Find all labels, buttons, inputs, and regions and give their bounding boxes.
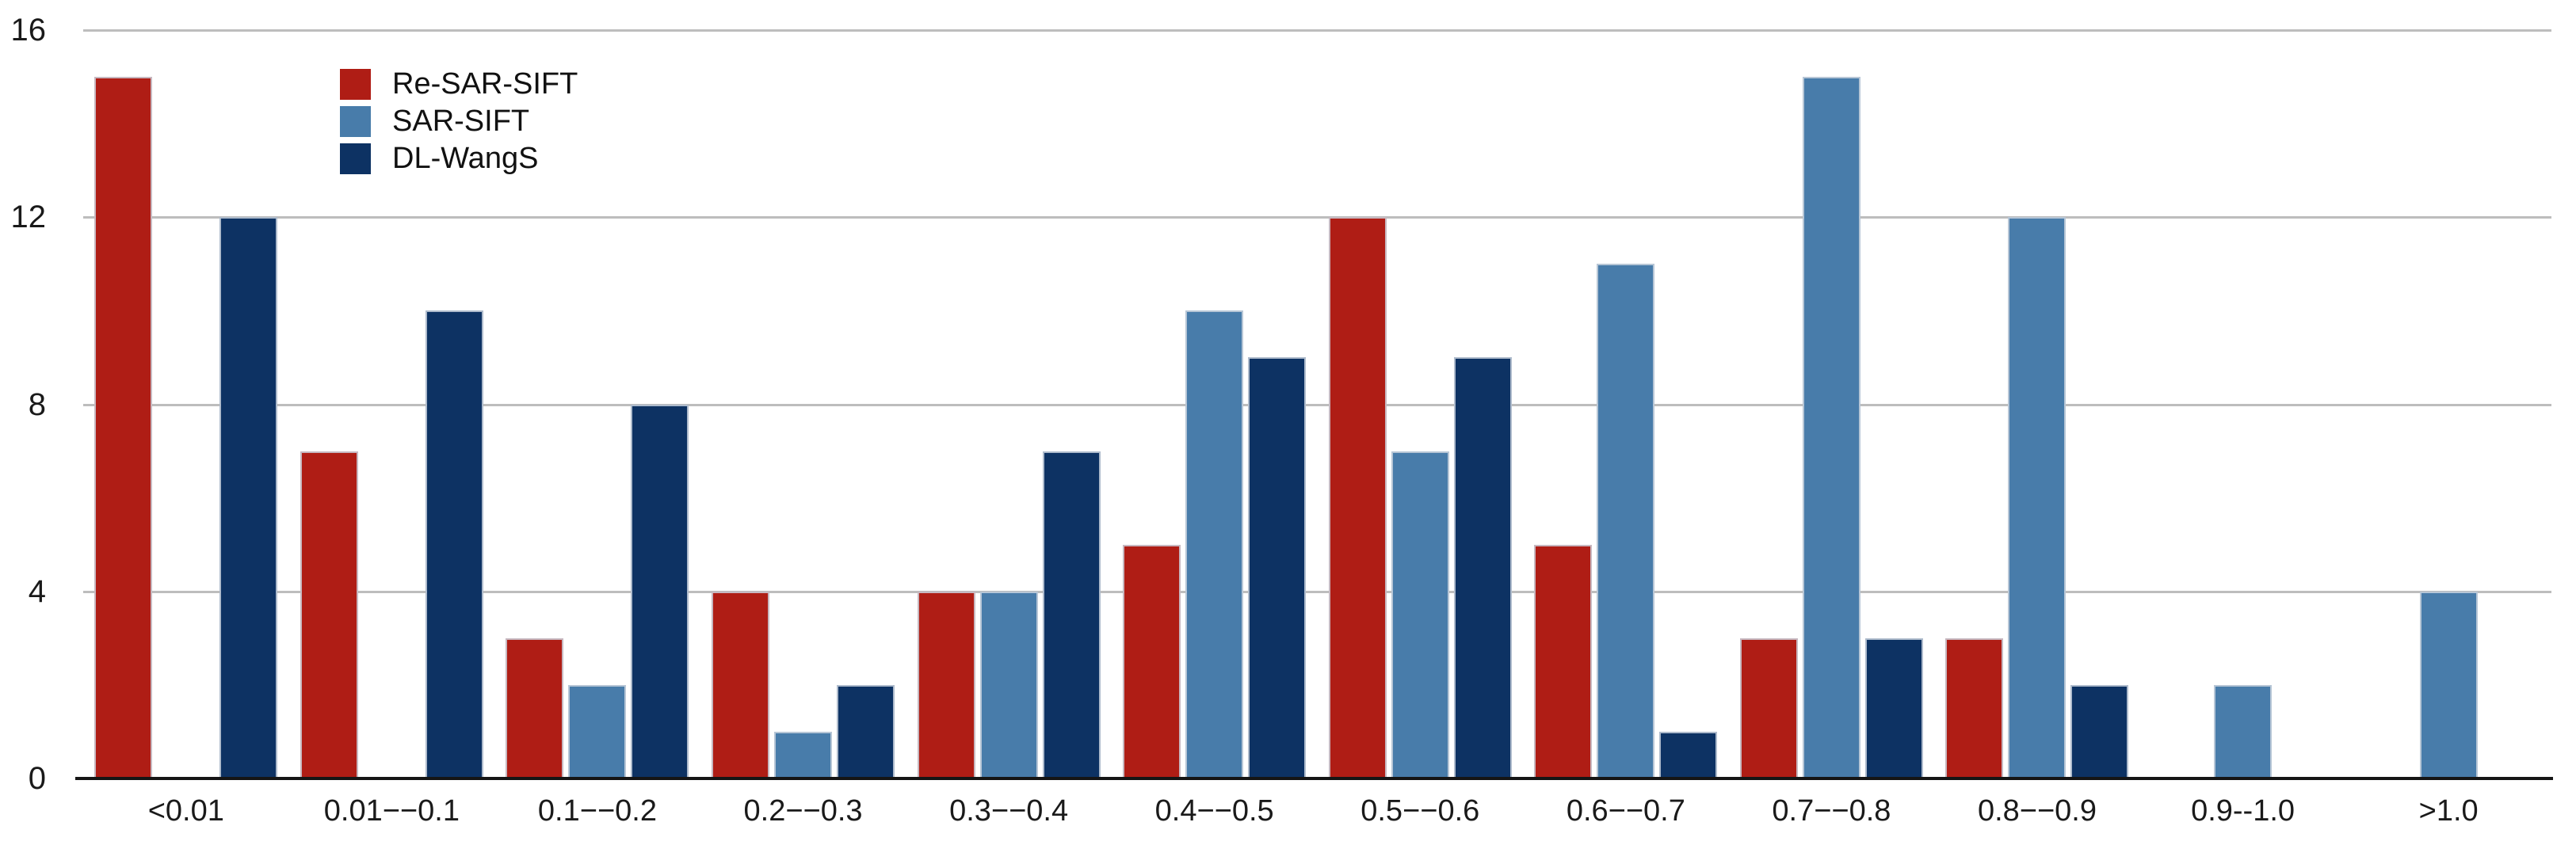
bar-re-sar-sift-0-1-0-2	[506, 638, 564, 778]
bar-dl-wangs-0-4-0-5	[1248, 357, 1307, 778]
bar-group-0-1-0-2	[494, 30, 700, 778]
legend-label-sar-sift: SAR-SIFT	[392, 105, 530, 138]
bar-re-sar-sift-0-5-0-6	[1328, 217, 1387, 778]
legend-label-re-sar-sift: Re-SAR-SIFT	[392, 67, 578, 101]
gridline-y-12	[83, 216, 2551, 219]
x-tick-label-0-4-0-5: 0.4−−0.5	[1154, 794, 1274, 828]
x-tick-label-0-2-0-3: 0.2−−0.3	[743, 794, 863, 828]
bar-group-0-2-0-3	[700, 30, 906, 778]
x-tick-label-0-01-0-1: 0.01−−0.1	[323, 794, 460, 828]
bar-group-0-01	[83, 30, 289, 778]
legend: Re-SAR-SIFT SAR-SIFT DL-WangS	[340, 68, 578, 180]
y-tick-label-12: 12	[10, 200, 47, 235]
gridline-y-16	[83, 29, 2551, 32]
bar-dl-wangs-0-8-0-9	[2070, 684, 2129, 778]
gridline-y-4	[83, 590, 2551, 593]
y-tick-label-8: 8	[28, 386, 46, 422]
x-tick-label-0-6-0-7: 0.6−−0.7	[1566, 794, 1685, 828]
x-tick-label-0-8-0-9: 0.8−−0.9	[1977, 794, 2097, 828]
bar-re-sar-sift-0-3-0-4	[917, 591, 975, 778]
bar-dl-wangs-0-2-0-3	[837, 684, 895, 778]
gridline-y-8	[83, 403, 2551, 406]
bar-sar-sift-1-0	[2419, 591, 2478, 778]
bar-group-0-4-0-5	[1112, 30, 1318, 778]
bar-group-0-5-0-6	[1317, 30, 1523, 778]
bar-sar-sift-0-3-0-4	[979, 591, 1038, 778]
bar-re-sar-sift-0-8-0-9	[1945, 638, 2004, 778]
bar-group-0-9-1-0	[2140, 30, 2346, 778]
legend-item-re-sar-sift: Re-SAR-SIFT	[340, 68, 578, 101]
bar-dl-wangs-0-7-0-8	[1864, 638, 1923, 778]
legend-swatch-re-sar-sift	[340, 69, 371, 100]
x-axis-line	[75, 777, 2553, 780]
plot-area	[83, 29, 2551, 778]
bar-dl-wangs-0-01	[219, 217, 278, 778]
legend-swatch-sar-sift	[340, 106, 371, 137]
bar-group-0-6-0-7	[1523, 30, 1729, 778]
bar-sar-sift-0-9-1-0	[2214, 684, 2273, 778]
x-tick-label-0-1-0-2: 0.1−−0.2	[537, 794, 657, 828]
bar-re-sar-sift-0-2-0-3	[712, 591, 770, 778]
legend-label-dl-wangs: DL-WangS	[392, 142, 539, 175]
bar-dl-wangs-0-01-0-1	[425, 310, 483, 778]
bar-group-0-01-0-1	[289, 30, 495, 778]
y-tick-label-4: 4	[28, 573, 46, 609]
bar-sar-sift-0-2-0-3	[774, 731, 833, 778]
bar-group-1-0	[2345, 30, 2551, 778]
x-tick-label-0-01: <0.01	[147, 794, 224, 828]
x-axis-tick-labels: <0.01 0.01−−0.1 0.1−−0.2 0.2−−0.3 0.3−−0.4 0.…	[83, 790, 2551, 832]
bar-group-0-8-0-9	[1934, 30, 2140, 778]
bar-group-0-7-0-8	[1729, 30, 1935, 778]
plot-groups	[83, 30, 2551, 778]
bar-dl-wangs-0-6-0-7	[1659, 731, 1718, 778]
bar-sar-sift-0-8-0-9	[2008, 217, 2067, 778]
x-tick-label-0-5-0-6: 0.5−−0.6	[1361, 794, 1480, 828]
bar-sar-sift-0-5-0-6	[1391, 451, 1449, 778]
bar-re-sar-sift-0-6-0-7	[1534, 544, 1593, 778]
x-tick-label-0-7-0-8: 0.7−−0.8	[1772, 794, 1891, 828]
y-tick-label-0: 0	[28, 761, 46, 796]
bar-dl-wangs-0-1-0-2	[631, 404, 689, 778]
bar-re-sar-sift-0-01-0-1	[300, 451, 358, 778]
legend-swatch-dl-wangs	[340, 143, 371, 174]
legend-item-dl-wangs: DL-WangS	[340, 143, 578, 175]
bar-sar-sift-0-1-0-2	[568, 684, 627, 778]
bar-dl-wangs-0-3-0-4	[1042, 451, 1101, 778]
y-tick-label-16: 16	[10, 13, 47, 48]
bar-re-sar-sift-0-01	[94, 77, 153, 778]
x-tick-label-1-0: >1.0	[2418, 794, 2479, 828]
bar-sar-sift-0-4-0-5	[1185, 310, 1244, 778]
legend-item-sar-sift: SAR-SIFT	[340, 105, 578, 138]
x-tick-label-0-3-0-4: 0.3−−0.4	[949, 794, 1069, 828]
bar-group-0-3-0-4	[906, 30, 1112, 778]
bar-re-sar-sift-0-4-0-5	[1123, 544, 1181, 778]
bar-re-sar-sift-0-7-0-8	[1739, 638, 1798, 778]
bar-sar-sift-0-6-0-7	[1597, 264, 1655, 778]
bar-sar-sift-0-7-0-8	[1802, 77, 1860, 778]
x-tick-label-0-9-1-0: 0.9--1.0	[2191, 794, 2296, 828]
bar-dl-wangs-0-5-0-6	[1453, 357, 1512, 778]
